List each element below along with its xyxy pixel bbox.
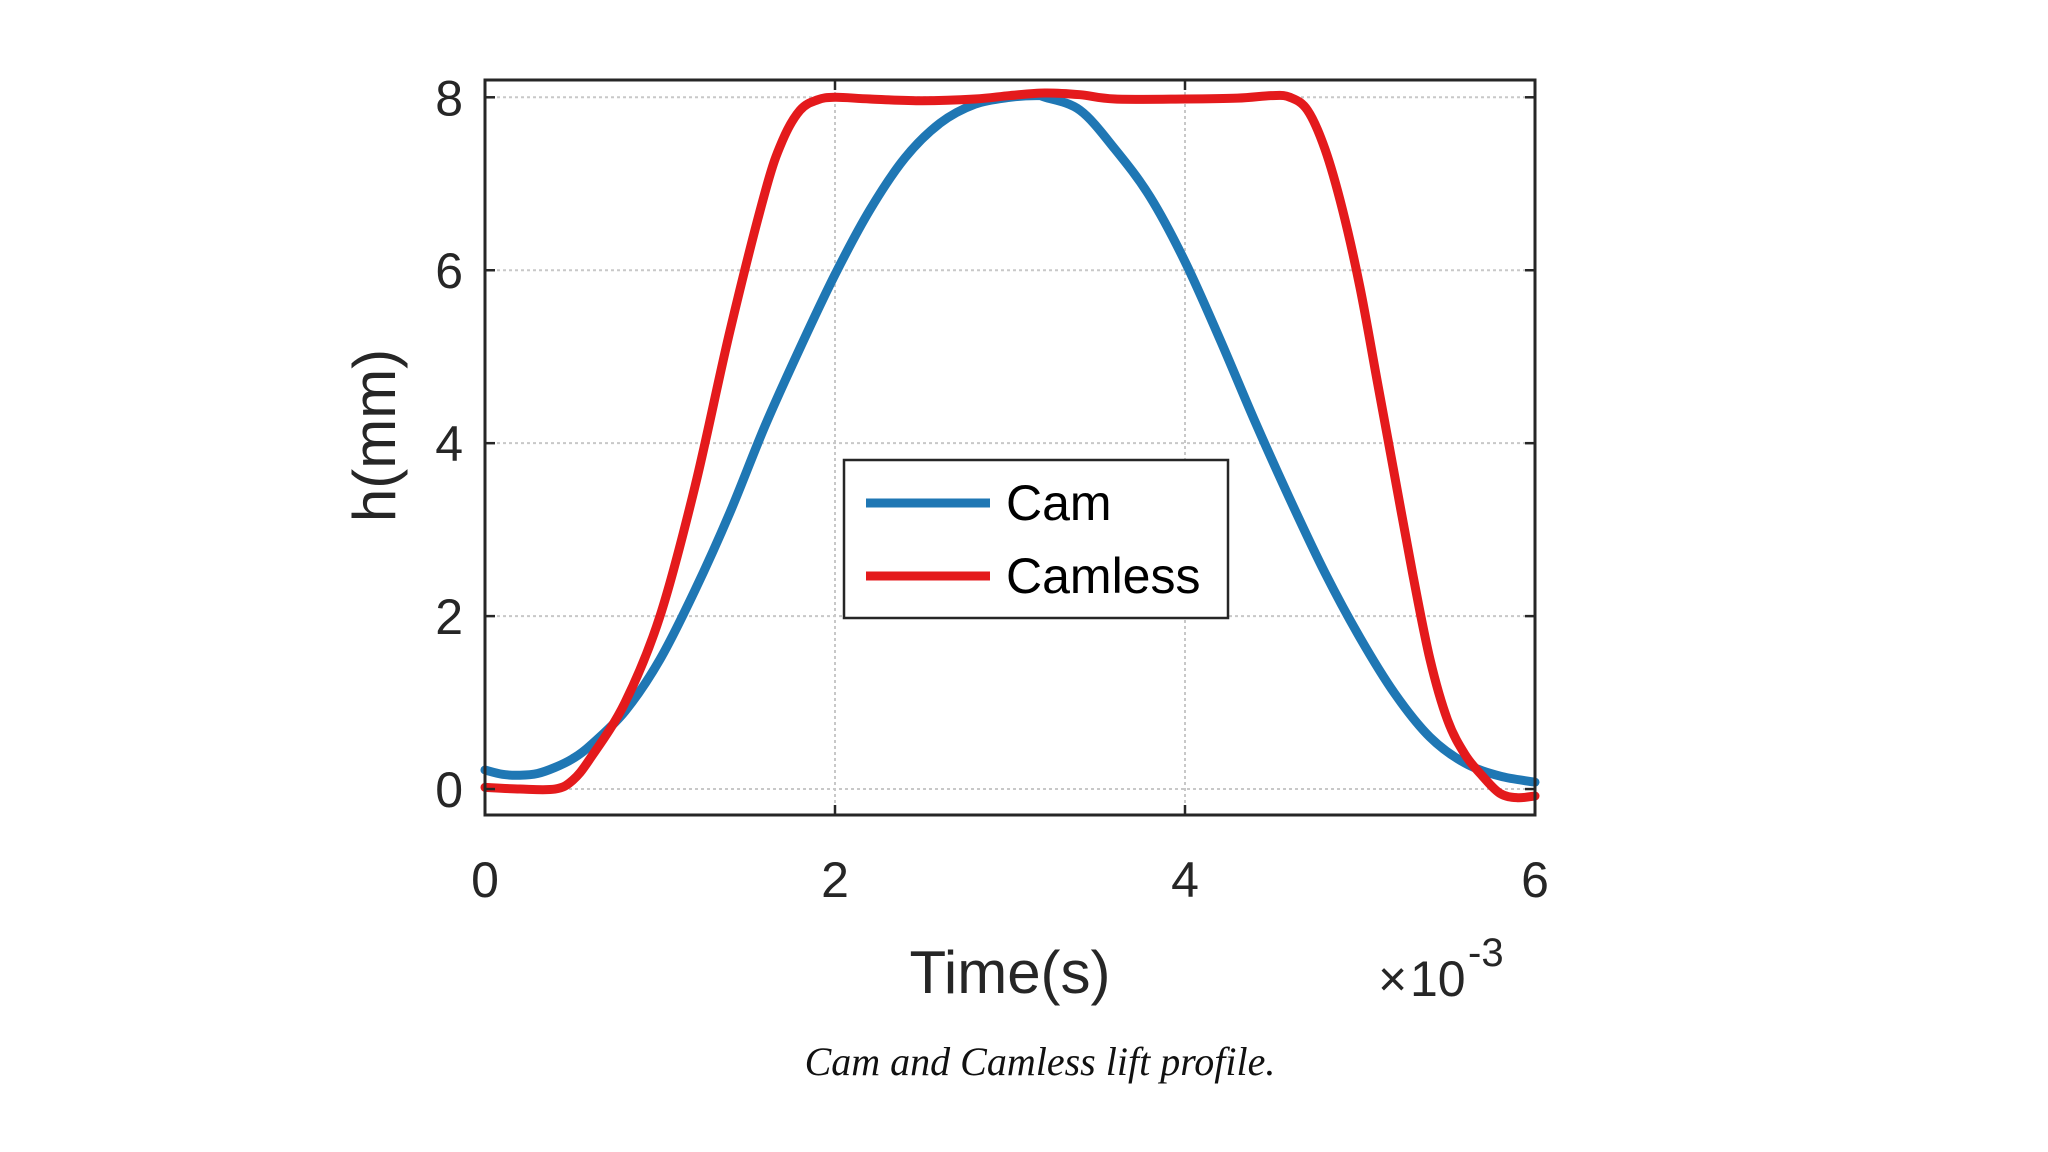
x-tick-label: 6: [1521, 852, 1549, 908]
y-tick-label: 0: [435, 762, 463, 818]
tick-labels: 0 2 4 6 0 2 4 6 8: [435, 70, 1549, 908]
plot-frame: [483, 78, 1537, 817]
x-tick-label: 0: [471, 852, 499, 908]
x-axis-exponent: × 10 -3: [1378, 931, 1504, 1007]
y-tick-label: 4: [435, 416, 463, 472]
exponent-power: -3: [1468, 931, 1504, 975]
x-tick-label: 4: [1171, 852, 1199, 908]
legend-box: [842, 458, 1230, 620]
y-tick-label: 6: [435, 243, 463, 299]
y-tick-label: 8: [435, 70, 463, 126]
figure-caption: Cam and Camless lift profile.: [805, 1039, 1276, 1084]
tick-marks: [483, 80, 1537, 815]
x-tick-label: 2: [821, 852, 849, 908]
exponent-times-sign: ×: [1378, 951, 1407, 1007]
series-line-cam: [480, 90, 1540, 787]
legend-label-camless: Camless: [1006, 548, 1200, 604]
x-axis-label: Time(s): [909, 939, 1110, 1006]
grid-lines: [484, 80, 1536, 815]
exponent-base: 10: [1410, 951, 1466, 1007]
series-line-camless: [480, 88, 1540, 803]
series-lines: [480, 88, 1540, 803]
legend-label-cam: Cam: [1006, 475, 1112, 531]
legend: Cam Camless: [842, 458, 1230, 620]
y-tick-label: 2: [435, 589, 463, 645]
y-axis-label: h(mm): [341, 349, 408, 522]
